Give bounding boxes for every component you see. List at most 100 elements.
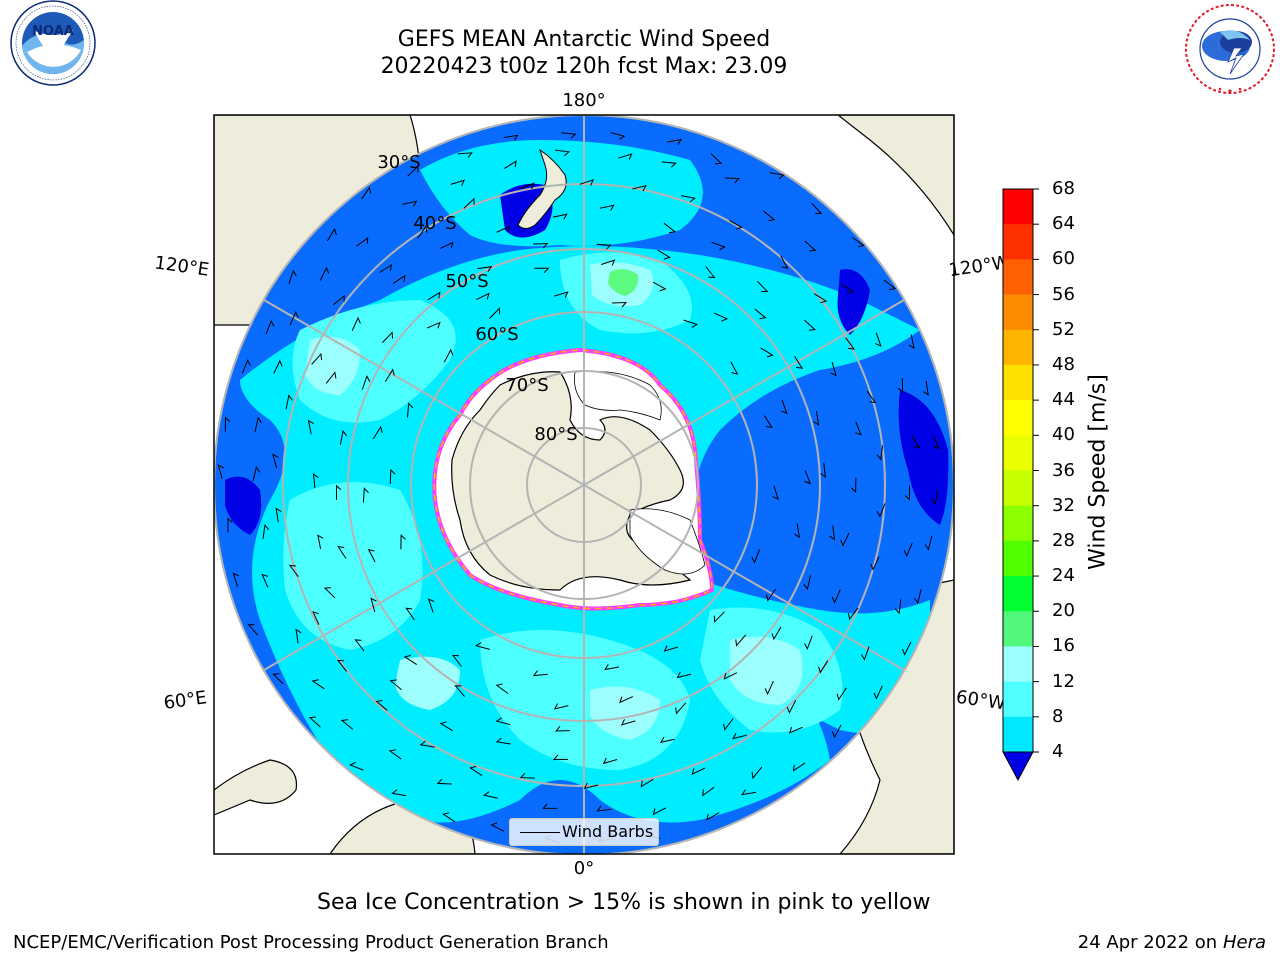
wind-barb (339, 429, 347, 445)
wind-barb (602, 757, 618, 765)
wind-barb (554, 291, 569, 298)
wind-barb (555, 726, 571, 732)
wind-barb (224, 416, 231, 432)
lon-label-0: 0° (574, 858, 594, 879)
wind-barb (596, 243, 612, 250)
wind-barb (375, 700, 388, 711)
wind-barb (312, 473, 319, 489)
lat-label-60s: 60°S (475, 324, 518, 345)
colorbar-segment (1003, 364, 1033, 401)
colorbar-segment (1003, 189, 1033, 225)
wind-barb (818, 660, 829, 674)
wind-barb (851, 237, 866, 248)
wind-barb (388, 749, 402, 760)
wind-barb (323, 587, 336, 599)
wind-barb (763, 415, 773, 429)
wind-barb (489, 307, 501, 319)
wind-barb (657, 249, 671, 260)
wind-barb (463, 197, 475, 209)
lat-label-40s: 40°S (413, 213, 456, 234)
wind-barb (439, 721, 454, 732)
colorbar-extend-arrow (1002, 751, 1034, 782)
wind-barb (490, 822, 505, 832)
wind-barb (875, 332, 882, 347)
wind-barb (706, 812, 720, 821)
wind-barb (901, 641, 912, 656)
colorbar-tick-label: 4 (1052, 741, 1064, 762)
wind-barb (724, 177, 741, 184)
wind-barb (611, 301, 627, 308)
colorbar-tick-label: 64 (1052, 213, 1075, 235)
wind-barb (289, 310, 299, 326)
wind-barb (904, 485, 910, 501)
colorbar-tick-label: 32 (1052, 494, 1075, 516)
wind-barb (675, 702, 687, 715)
colorbar-tick-label: 20 (1052, 600, 1075, 622)
wind-barb (361, 375, 371, 390)
colorbar-tick-label: 48 (1052, 353, 1075, 375)
wind-barb (813, 410, 820, 426)
wind-barb (362, 487, 369, 503)
wind-barb (552, 213, 568, 220)
wind-barb (272, 453, 279, 469)
wind-barb (496, 225, 511, 233)
wind-barb (601, 259, 616, 266)
wind-barb (356, 236, 369, 247)
colorbar-tick-label: 12 (1052, 670, 1075, 692)
wind-barb (474, 642, 490, 650)
wind-barb (307, 419, 314, 435)
wind-barb (495, 683, 509, 694)
wind-barb (392, 274, 406, 284)
wind-barb (873, 685, 883, 700)
wind-barb (876, 445, 884, 461)
wind-barb (227, 517, 233, 533)
wind-barb (788, 726, 803, 734)
lon-label-120e: 120°E (153, 252, 210, 280)
wind-barb (792, 762, 806, 772)
wind-barb (897, 377, 904, 394)
wind-barb (520, 182, 535, 190)
wind-barb (579, 179, 595, 186)
wind-barb (552, 754, 569, 761)
colorbar-tick-label: 56 (1052, 283, 1075, 305)
wind-barb (312, 611, 320, 625)
wind-barb (391, 789, 407, 797)
wind-barb (419, 740, 435, 748)
wind-barb (403, 654, 417, 666)
wind-barb (532, 670, 548, 677)
antarctica-landmass (451, 371, 692, 591)
wind-barb (683, 319, 699, 328)
colorbar-tick-label: 68 (1052, 178, 1075, 199)
wind-barb (741, 789, 757, 796)
wind-barb (443, 348, 454, 363)
wind-barb (384, 368, 395, 382)
wind-barb (477, 266, 493, 272)
wind-barb-legend-label: Wind Barbs (562, 822, 654, 841)
wind-barb (319, 266, 330, 281)
wind-barb (903, 542, 913, 558)
wind-barb (247, 624, 259, 636)
wind-barb (710, 153, 723, 165)
wind-barb (751, 766, 763, 780)
wind-barb (866, 390, 877, 404)
plot-title: GEFS MEAN Antarctic Wind Speed (397, 27, 771, 52)
wind-barb (769, 172, 785, 180)
wind-barb (610, 132, 626, 140)
wind-barb (417, 225, 428, 239)
wind-barb (831, 589, 841, 604)
wind-barb (272, 673, 284, 685)
new-zealand-landmass (517, 148, 567, 229)
wind-barb (275, 507, 282, 523)
wind-barb (732, 733, 747, 740)
wind-barb (317, 534, 324, 550)
wind-barb (326, 227, 337, 242)
wind-barb (794, 356, 804, 369)
wind-barb (894, 599, 902, 615)
wind-barb (660, 736, 675, 744)
colorbar-tick-label: 16 (1052, 635, 1075, 657)
footer-host: Hera (1222, 932, 1266, 953)
noaa-logo-text: NOAA (32, 24, 74, 39)
wind-barb (483, 791, 499, 799)
wind-barb (913, 589, 922, 605)
wind-barb (382, 331, 394, 343)
